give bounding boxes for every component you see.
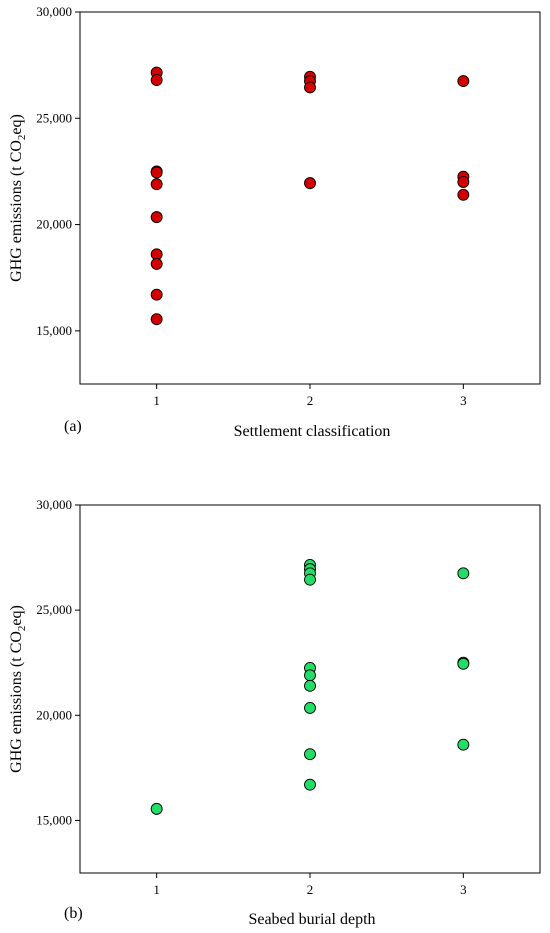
data-point-14 bbox=[457, 657, 470, 670]
data-point-5 bbox=[150, 178, 163, 191]
y-tick-label: 20,000 bbox=[36, 217, 72, 232]
x-tick-label: 2 bbox=[307, 882, 314, 897]
panel-label: (a) bbox=[64, 418, 82, 435]
data-point-14 bbox=[304, 177, 316, 190]
data-point-8 bbox=[304, 679, 316, 692]
data-point-9 bbox=[150, 288, 163, 301]
data-point-2 bbox=[150, 74, 163, 86]
x-tick-label: 1 bbox=[153, 393, 160, 408]
y-tick-label: 30,000 bbox=[36, 497, 72, 512]
data-point-13 bbox=[304, 81, 316, 94]
chart-panel-a: 15,000 20,000 25,000 30,000 1 2 3 Settlement cl… bbox=[8, 4, 541, 440]
data-point-15 bbox=[457, 75, 470, 88]
data-point-1 bbox=[150, 802, 163, 815]
x-tick-label: 3 bbox=[460, 393, 467, 408]
y-tick-label: 25,000 bbox=[36, 602, 72, 617]
data-point-10 bbox=[304, 748, 316, 761]
data-point-6 bbox=[150, 211, 163, 224]
data-point-4 bbox=[150, 166, 163, 179]
data-point-5 bbox=[304, 573, 316, 586]
y-tick-label: 15,000 bbox=[36, 812, 72, 827]
panel-label: (b) bbox=[64, 905, 83, 922]
data-point-7 bbox=[304, 669, 316, 682]
data-point-11 bbox=[304, 778, 316, 791]
x-axis-label: Settlement classification bbox=[234, 423, 391, 440]
y-axis-label: GHG emissions (t CO2eq) bbox=[8, 114, 28, 282]
y-tick-label: 15,000 bbox=[36, 323, 72, 338]
data-point-9 bbox=[304, 701, 316, 714]
plot-frame bbox=[79, 11, 541, 385]
y-tick-label: 30,000 bbox=[36, 4, 72, 19]
data-point-18 bbox=[457, 188, 470, 201]
y-tick-label: 20,000 bbox=[36, 707, 72, 722]
x-axis-label: Seabed burial depth bbox=[248, 911, 375, 928]
data-point-15 bbox=[457, 738, 470, 751]
data-point-12 bbox=[457, 567, 470, 580]
x-tick-label: 1 bbox=[153, 882, 160, 897]
data-point-10 bbox=[150, 313, 163, 326]
data-point-17 bbox=[457, 176, 470, 189]
chart-panel-b: 15,000 20,000 25,000 30,000 1 2 3 Seabed burial… bbox=[8, 497, 541, 928]
data-point-8 bbox=[150, 257, 163, 270]
y-axis-label: GHG emissions (t CO2eq) bbox=[8, 605, 28, 773]
y-tick-label: 25,000 bbox=[36, 110, 72, 125]
x-tick-label: 3 bbox=[460, 882, 467, 897]
x-tick-label: 2 bbox=[307, 393, 314, 408]
